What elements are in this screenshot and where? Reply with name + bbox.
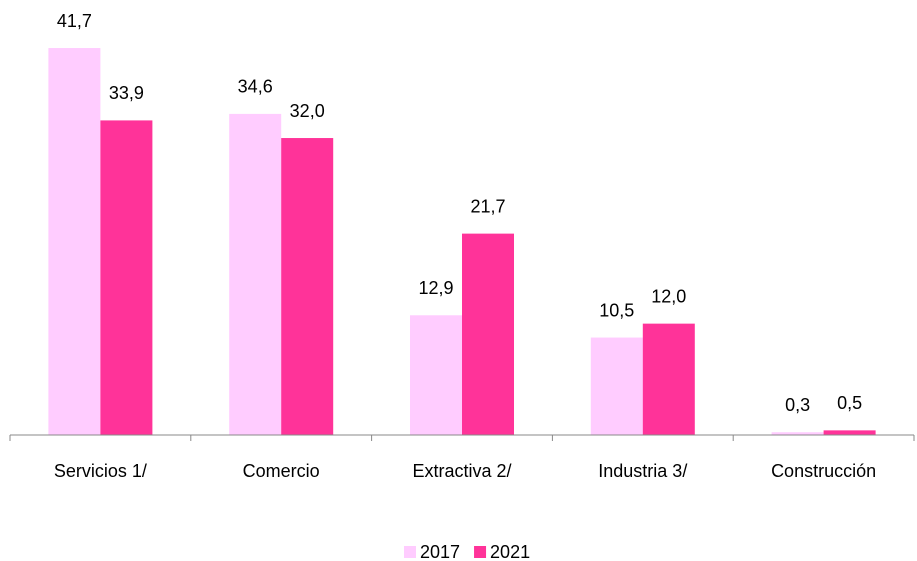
bar — [229, 113, 282, 436]
bar — [823, 430, 876, 435]
data-label: 10,5 — [599, 300, 634, 320]
bar — [100, 120, 153, 436]
bar — [771, 432, 824, 435]
bar — [642, 323, 695, 435]
data-label: 33,9 — [109, 83, 144, 103]
data-label: 12,0 — [651, 286, 686, 306]
data-label: 21,7 — [470, 196, 505, 216]
x-tick-label: Industria 3/ — [598, 461, 687, 481]
data-label: 32,0 — [290, 101, 325, 121]
x-tick-label: Servicios 1/ — [54, 461, 147, 481]
bar — [48, 48, 101, 436]
x-tick-label: Comercio — [243, 461, 320, 481]
legend-label: 2017 — [420, 542, 460, 561]
data-label: 41,7 — [57, 11, 92, 31]
data-label: 0,3 — [785, 395, 810, 415]
x-tick-label: Construcción — [771, 461, 876, 481]
legend-label: 2021 — [490, 542, 530, 561]
bar — [410, 315, 462, 435]
bar — [462, 233, 514, 435]
x-tick-label: Extractiva 2/ — [412, 461, 511, 481]
data-label: 0,5 — [837, 393, 862, 413]
legend-swatch — [404, 546, 416, 558]
legend-swatch — [474, 546, 487, 558]
data-label: 12,9 — [418, 278, 453, 298]
data-label: 34,6 — [238, 77, 273, 97]
bar — [281, 138, 334, 436]
bar — [590, 337, 643, 435]
